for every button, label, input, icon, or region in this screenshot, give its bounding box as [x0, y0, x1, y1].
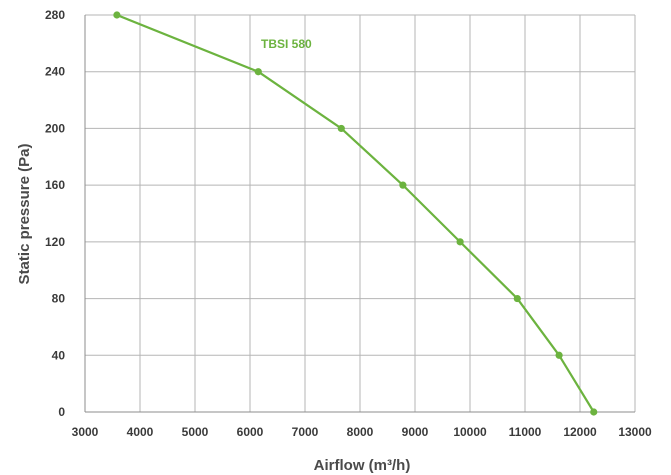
x-tick-label: 6000 — [237, 425, 264, 439]
x-tick-label: 8000 — [347, 425, 374, 439]
y-tick-label: 280 — [45, 8, 65, 22]
y-tick-label: 80 — [52, 292, 66, 306]
x-tick-label: 7000 — [292, 425, 319, 439]
x-tick-label: 3000 — [72, 425, 99, 439]
series-line — [115, 13, 595, 414]
data-point — [254, 68, 262, 76]
data-point — [113, 11, 121, 19]
y-tick-label: 0 — [58, 405, 65, 419]
x-tick-label: 9000 — [402, 425, 429, 439]
x-tick-label: 4000 — [127, 425, 154, 439]
y-tick-label: 40 — [52, 348, 66, 362]
data-point — [456, 238, 464, 246]
x-tick-label: 5000 — [182, 425, 209, 439]
y-tick-label: 160 — [45, 178, 65, 192]
data-point — [399, 181, 407, 189]
x-tick-label: 10000 — [453, 425, 487, 439]
x-tick-label: 11000 — [509, 425, 542, 439]
x-tick-labels: 3000 4000 5000 6000 7000 8000 9000 10000 11000 12… — [72, 425, 652, 439]
data-point — [337, 124, 345, 133]
y-tick-label: 200 — [45, 121, 65, 135]
series-label: TBSI 580 — [261, 37, 312, 51]
x-tick-label: 12000 — [563, 425, 597, 439]
y-tick-labels: 0 40 80 120 160 200 240 280 — [45, 8, 65, 419]
y-axis-title: Static pressure (Pa) — [16, 144, 33, 285]
y-tick-label: 120 — [45, 235, 65, 249]
series — [113, 11, 598, 416]
data-point — [590, 408, 598, 416]
data-point — [555, 351, 563, 359]
x-tick-label: 13000 — [618, 425, 652, 439]
y-tick-label: 240 — [45, 65, 65, 79]
data-point — [513, 294, 521, 303]
grid — [84, 14, 636, 413]
x-axis-title: Airflow (m³/h) — [314, 457, 411, 474]
axes — [84, 15, 635, 413]
